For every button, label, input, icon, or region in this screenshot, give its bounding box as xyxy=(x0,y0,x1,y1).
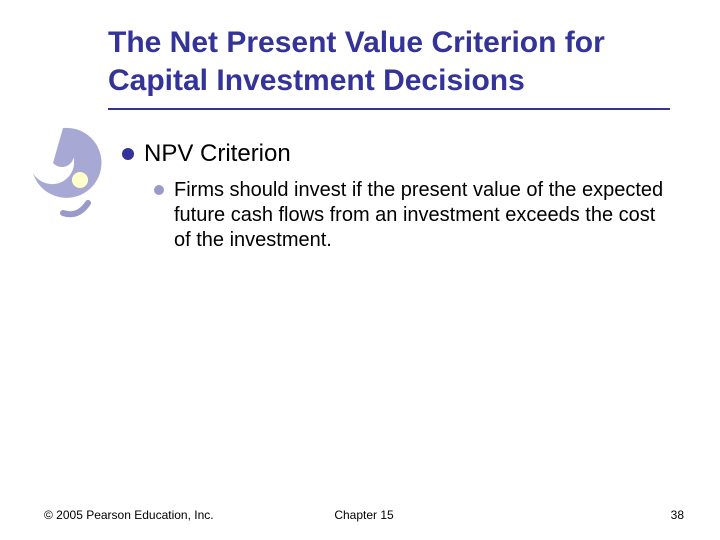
footer-copyright: © 2005 Pearson Education, Inc. xyxy=(44,508,214,522)
circle-bullet-icon xyxy=(154,185,164,195)
slide-decoration xyxy=(18,118,108,243)
bullet-l2-text: Firms should invest if the present value… xyxy=(174,178,674,253)
disc-bullet-icon xyxy=(122,148,134,160)
slide-body: NPV Criterion Firms should invest if the… xyxy=(122,140,682,253)
swirl-icon xyxy=(18,118,108,238)
bullet-level-2: Firms should invest if the present value… xyxy=(154,178,682,253)
footer-chapter: Chapter 15 xyxy=(334,508,393,522)
title-underline xyxy=(108,108,670,110)
slide-footer: © 2005 Pearson Education, Inc. Chapter 1… xyxy=(44,508,684,522)
slide-title: The Net Present Value Criterion for Capi… xyxy=(108,24,678,99)
bullet-l1-text: NPV Criterion xyxy=(144,140,291,168)
bullet-level-1: NPV Criterion xyxy=(122,140,682,168)
slide: { "title": "The Net Present Value Criter… xyxy=(0,0,720,540)
footer-page-number: 38 xyxy=(671,508,684,522)
